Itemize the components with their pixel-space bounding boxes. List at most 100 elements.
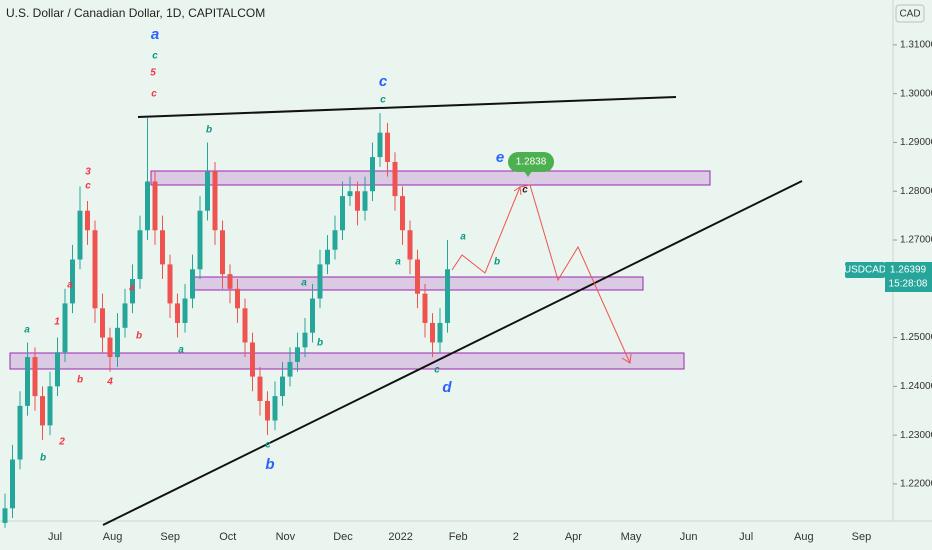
candle-body	[182, 298, 188, 323]
wave-label: b	[494, 257, 500, 268]
candle-body	[392, 161, 398, 197]
price-label: 1.27000	[900, 235, 932, 246]
candle-body	[265, 400, 270, 421]
candle-body	[340, 196, 345, 231]
candle-body	[437, 322, 443, 343]
candle-body	[445, 269, 450, 323]
wave-label: b	[317, 338, 323, 349]
time-label: Dec	[333, 531, 353, 543]
candle-body	[25, 357, 30, 406]
candle-body	[10, 459, 15, 509]
candle-body	[332, 230, 338, 250]
symbol-title: U.S. Dollar / Canadian Dollar, 1D, CAPIT…	[6, 6, 265, 20]
target-label: 1.2838	[516, 157, 547, 168]
wave-label: b	[265, 456, 274, 473]
time-label: Apr	[565, 531, 582, 543]
wave-label: a	[67, 280, 73, 291]
time-label: 2	[513, 531, 519, 543]
candle-body	[422, 293, 428, 323]
candle-body	[317, 264, 323, 299]
wave-label: a	[178, 345, 184, 356]
time-label: Jul	[48, 531, 62, 543]
candle-body	[257, 376, 263, 401]
candle-body	[302, 332, 308, 348]
candle-body	[400, 196, 405, 231]
candle-body	[362, 191, 368, 211]
time-label: Nov	[276, 531, 296, 543]
symbol-tag-text: USDCAD	[844, 265, 886, 276]
wave-label: b	[136, 331, 142, 342]
candle-body	[355, 191, 360, 211]
candle-body	[407, 230, 413, 260]
candle-body	[175, 303, 180, 323]
currency-button[interactable]	[895, 4, 925, 23]
wave-label: b	[206, 125, 212, 136]
candle-body	[385, 132, 390, 162]
wave-label: a	[129, 283, 135, 294]
wave-label: a	[460, 232, 466, 243]
candle-body	[85, 210, 90, 231]
currency[interactable]: CAD	[899, 9, 920, 20]
trendline	[137, 96, 677, 118]
candle-body	[310, 298, 315, 333]
price-label: 1.29000	[900, 137, 932, 148]
price-label: 1.24000	[900, 381, 932, 392]
price-label: 1.22000	[900, 479, 932, 490]
time-label: Aug	[103, 531, 123, 543]
bubble-tail	[524, 171, 532, 177]
wave-label: a	[301, 278, 307, 289]
time-label: Sep	[160, 531, 180, 543]
candle-body	[145, 181, 150, 231]
candle-body	[92, 230, 98, 309]
candle-body	[47, 386, 53, 426]
candle-body	[205, 171, 210, 211]
candle-body	[32, 357, 38, 397]
candle-body	[220, 230, 225, 275]
candle-body	[415, 259, 420, 294]
candle-body	[17, 405, 23, 460]
wave-label: b	[40, 453, 46, 464]
wave-label: b	[77, 375, 83, 386]
projection	[451, 184, 631, 364]
price-tag	[885, 262, 932, 292]
time-label: Oct	[219, 531, 236, 543]
trendline	[102, 180, 803, 526]
wave-label: c	[434, 365, 440, 376]
candle-body	[197, 210, 203, 270]
candle-body	[122, 303, 128, 328]
wave-label: e	[496, 149, 504, 166]
candle-body	[280, 376, 285, 397]
candle-body	[242, 308, 248, 343]
candle-body	[325, 249, 330, 265]
symbol-tag	[845, 262, 885, 278]
candle-body	[347, 191, 353, 197]
candle-body	[40, 396, 45, 426]
candle-body	[55, 352, 60, 387]
candle-body	[77, 210, 83, 260]
zone	[9, 352, 685, 370]
candle-body	[212, 171, 218, 231]
wave-label: c	[85, 181, 91, 192]
candle-body	[190, 269, 195, 299]
wave-label: d	[442, 379, 452, 396]
price-label: 1.31000	[900, 40, 932, 51]
candle-body	[115, 327, 120, 358]
price-label: 1.30000	[900, 88, 932, 99]
arrowhead	[621, 353, 632, 364]
arrowhead	[513, 186, 522, 196]
wave-label: 4	[106, 377, 113, 388]
wave-label: c	[380, 95, 386, 106]
time-label: Jun	[680, 531, 698, 543]
price-label: 1.25000	[900, 332, 932, 343]
candle-body	[160, 230, 165, 265]
time-label: Jul	[739, 531, 753, 543]
wave-label: a	[395, 257, 401, 268]
price-label: 1.28000	[900, 186, 932, 197]
candle-body	[2, 508, 8, 523]
wave-label: a	[151, 26, 159, 43]
wave-label: a	[24, 325, 30, 336]
candle-body	[100, 308, 105, 338]
candle-body	[377, 132, 383, 158]
countdown: 15:28:08	[889, 279, 928, 290]
